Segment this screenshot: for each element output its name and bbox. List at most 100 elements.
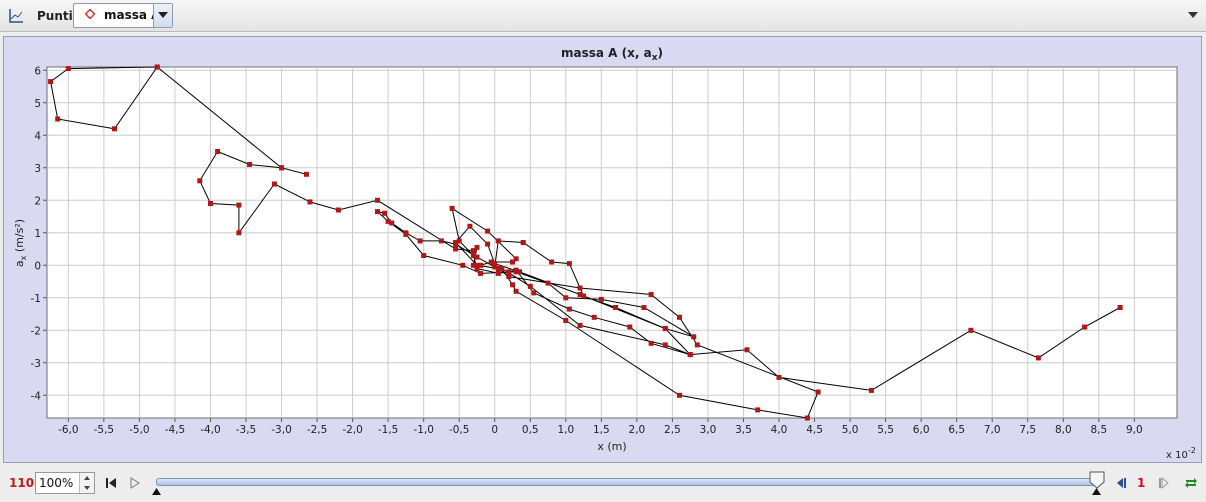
data-point[interactable]	[694, 342, 700, 348]
plot-area[interactable]	[46, 66, 1178, 419]
data-point[interactable]	[453, 241, 459, 247]
data-point[interactable]	[303, 171, 309, 177]
plot-axes-icon[interactable]	[8, 8, 24, 24]
data-point[interactable]	[492, 261, 498, 267]
data-point[interactable]	[506, 269, 512, 275]
data-point[interactable]	[421, 253, 427, 258]
data-point[interactable]	[513, 267, 519, 273]
data-point[interactable]	[506, 274, 512, 280]
data-point[interactable]	[566, 306, 572, 312]
data-point[interactable]	[968, 327, 974, 333]
data-point[interactable]	[510, 259, 515, 265]
data-point[interactable]	[527, 283, 533, 289]
data-point[interactable]	[417, 238, 423, 244]
plot-panel[interactable]: -6,0 -5,5 -5,0 -4,5 -4,0 -3,5 -3,0 -2,5 -2,0 -1,5…	[3, 36, 1202, 463]
data-point[interactable]	[375, 197, 380, 203]
data-point[interactable]	[520, 240, 526, 245]
data-point[interactable]	[474, 244, 480, 250]
data-point[interactable]	[403, 230, 409, 236]
data-point[interactable]	[677, 392, 682, 398]
data-point[interactable]	[453, 246, 459, 252]
data-point[interactable]	[65, 66, 71, 72]
data-point[interactable]	[236, 202, 242, 208]
data-point[interactable]	[513, 256, 519, 262]
data-point[interactable]	[815, 389, 821, 395]
end-frame-marker-icon[interactable]	[1092, 488, 1101, 495]
data-point[interactable]	[438, 238, 444, 244]
data-point[interactable]	[485, 228, 491, 234]
data-point[interactable]	[868, 387, 874, 393]
data-point[interactable]	[549, 259, 555, 265]
data-point[interactable]	[488, 259, 494, 265]
spin-down-icon[interactable]	[80, 483, 94, 493]
data-point[interactable]	[577, 292, 583, 297]
data-point[interactable]	[577, 322, 583, 328]
data-point[interactable]	[577, 285, 583, 291]
data-point[interactable]	[510, 282, 515, 288]
data-point[interactable]	[598, 296, 604, 302]
loop-icon[interactable]	[1184, 477, 1198, 489]
data-point[interactable]	[1082, 324, 1088, 330]
data-point[interactable]	[531, 290, 537, 296]
step-forward-icon[interactable]	[1158, 477, 1170, 489]
data-point[interactable]	[687, 352, 693, 358]
options-menu-arrow-icon[interactable]	[1188, 12, 1198, 18]
data-point[interactable]	[467, 223, 473, 229]
plot-chart[interactable]: -6,0 -5,5 -5,0 -4,5 -4,0 -3,5 -3,0 -2,5 -2,0 -1,5…	[4, 37, 1201, 462]
plot-type-label[interactable]: Punti	[37, 9, 73, 23]
data-point[interactable]	[215, 149, 221, 154]
data-point[interactable]	[335, 207, 341, 213]
data-point[interactable]	[112, 126, 117, 132]
track-dropdown[interactable]: massa A	[73, 3, 173, 28]
spin-up-icon[interactable]	[80, 473, 94, 483]
track-dropdown-arrow[interactable]	[153, 4, 172, 27]
data-point[interactable]	[495, 266, 501, 271]
data-point[interactable]	[449, 205, 455, 211]
data-point[interactable]	[375, 209, 380, 215]
data-point[interactable]	[279, 165, 284, 171]
data-point[interactable]	[154, 64, 160, 70]
data-point[interactable]	[563, 295, 569, 301]
data-point[interactable]	[581, 293, 587, 299]
data-point[interactable]	[591, 314, 597, 320]
data-point[interactable]	[563, 318, 569, 323]
frame-slider-track[interactable]	[156, 478, 1100, 486]
data-point[interactable]	[662, 326, 668, 332]
data-point[interactable]	[470, 248, 476, 254]
data-point[interactable]	[389, 220, 395, 226]
data-point[interactable]	[474, 262, 480, 268]
data-point[interactable]	[474, 254, 480, 260]
data-point[interactable]	[1117, 305, 1123, 310]
data-point[interactable]	[545, 280, 551, 286]
data-point[interactable]	[456, 238, 462, 244]
data-point[interactable]	[776, 374, 782, 380]
data-point[interactable]	[470, 262, 476, 268]
data-point[interactable]	[492, 264, 498, 270]
data-point[interactable]	[382, 210, 388, 216]
data-point[interactable]	[648, 292, 654, 297]
data-point[interactable]	[495, 270, 501, 276]
data-point[interactable]	[648, 340, 654, 346]
data-point[interactable]	[247, 162, 252, 167]
frame-slider-knob[interactable]	[1089, 471, 1105, 489]
step-size[interactable]: 1	[1137, 476, 1146, 490]
data-point[interactable]	[48, 79, 54, 85]
data-point[interactable]	[478, 270, 483, 276]
data-point[interactable]	[744, 347, 750, 353]
zoom-spinner[interactable]: 100%	[35, 472, 95, 494]
data-point[interactable]	[641, 305, 647, 310]
step-back-icon[interactable]	[1115, 477, 1127, 489]
data-point[interactable]	[495, 238, 501, 244]
data-point[interactable]	[307, 199, 313, 205]
data-point[interactable]	[566, 261, 572, 267]
data-point[interactable]	[460, 262, 466, 268]
start-frame-marker-icon[interactable]	[152, 488, 161, 495]
rewind-icon[interactable]	[105, 477, 117, 489]
zoom-value[interactable]: 100%	[39, 476, 74, 490]
zoom-spin-buttons[interactable]	[79, 473, 94, 493]
data-point[interactable]	[474, 266, 480, 271]
data-point[interactable]	[499, 266, 505, 271]
data-point[interactable]	[197, 178, 203, 184]
data-point[interactable]	[470, 253, 476, 258]
data-point[interactable]	[627, 324, 633, 330]
